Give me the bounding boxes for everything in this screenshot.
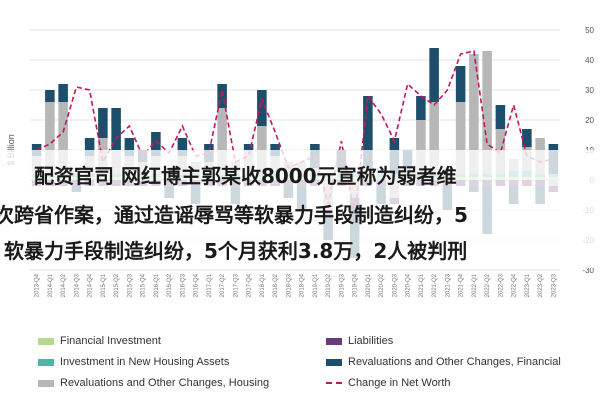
bar-segment (58, 84, 68, 102)
x-tick-label: 2020-Q4 (406, 273, 412, 297)
y-tick-label: -30 (582, 266, 594, 275)
legend-item-liabilities: Liabilities (326, 333, 393, 349)
x-tick-label: 2018-Q4 (300, 273, 306, 297)
x-tick-label: 2019-Q2 (326, 273, 332, 297)
bar-segment (363, 96, 373, 168)
overlay-headline-line-3: 软暴力手段制造纠纷，5个月获利3.8万，2人被判刑 (4, 239, 468, 263)
legend-label: Liabilities (348, 335, 394, 347)
x-tick-label: 2022-Q2 (485, 273, 491, 297)
x-tick-label: 2017-Q1 (207, 273, 213, 297)
x-tick-label: 2018-Q3 (286, 273, 292, 297)
chart-legend: Financial Investment Liabilities Investm… (38, 333, 598, 399)
legend-swatch (326, 358, 342, 366)
legend-label: Revaluations and Other Changes, Financia… (348, 356, 561, 368)
x-tick-label: 2015-Q3 (127, 273, 133, 297)
legend-swatch (326, 337, 342, 345)
legend-label: Revaluations and Other Changes, Housing (60, 377, 270, 389)
bar-segment (151, 132, 161, 156)
x-tick-label: 2019-Q1 (313, 273, 319, 297)
x-tick-label: 2016-Q3 (180, 273, 186, 297)
x-tick-label: 2018-Q2 (273, 273, 279, 297)
legend-dash (326, 382, 342, 384)
legend-item-financial-investment: Financial Investment (38, 333, 161, 349)
x-tick-label: 2016-Q4 (194, 273, 200, 297)
overlay-banner: 配资官司 网红博主郭某收8000元宣称为弱者维 次跨省作案，通过造谣辱骂等软暴力… (0, 150, 600, 268)
bar-segment (482, 51, 492, 174)
bar-segment (98, 108, 108, 138)
x-tick-label: 2015-Q2 (114, 273, 120, 297)
x-tick-label: 2023-Q3 (551, 273, 557, 297)
bar-segment (45, 90, 55, 102)
x-tick-label: 2022-Q4 (512, 273, 518, 297)
bar-segment (84, 138, 95, 156)
x-tick-label: 2015-Q4 (141, 273, 147, 297)
bar-segment (217, 84, 227, 108)
legend-item-reval-housing: Revaluations and Other Changes, Housing (38, 375, 269, 391)
legend-item-net-worth: Change in Net Worth (326, 375, 451, 391)
legend-item-reval-financial: Revaluations and Other Changes, Financia… (326, 354, 561, 370)
bar-segment (522, 129, 532, 147)
x-tick-label: 2022-Q3 (498, 273, 504, 297)
x-tick-label: 2016-Q2 (167, 273, 173, 297)
x-tick-label: 2021-Q3 (445, 273, 451, 297)
x-tick-label: 2014-Q1 (48, 273, 54, 297)
bar-segment (111, 108, 121, 150)
bar-segment (124, 138, 135, 156)
legend-swatch (38, 337, 54, 345)
bar-segment (45, 102, 55, 174)
bar-segment (429, 102, 439, 174)
bar-segment (495, 105, 506, 129)
x-axis-ticks: 2013-Q4 2014-Q1 2014-Q2 2014-Q3 2014-Q4 2015-… (35, 273, 558, 297)
x-tick-label: 2023-Q2 (538, 273, 544, 297)
x-tick-label: 2023-Q1 (525, 273, 531, 297)
bar-segment (455, 102, 466, 174)
x-tick-label: 2013-Q4 (35, 273, 41, 297)
bar-segment (416, 96, 426, 120)
x-tick-label: 2022-Q1 (472, 273, 478, 297)
legend-label: Investment in New Housing Assets (60, 356, 230, 368)
x-tick-label: 2016-Q1 (154, 273, 160, 297)
legend-label: Financial Investment (60, 335, 161, 347)
x-tick-label: 2021-Q1 (419, 273, 425, 297)
bar-segment (217, 108, 227, 174)
overlay-headline-line-1: 配资官司 网红博主郭某收8000元宣称为弱者维 (34, 164, 457, 188)
bar-segment (416, 120, 426, 174)
x-tick-label: 2017-Q2 (220, 273, 226, 297)
x-tick-label: 2021-Q4 (459, 273, 465, 297)
legend-item-new-housing: Investment in New Housing Assets (38, 354, 229, 370)
x-tick-label: 2017-Q4 (247, 273, 253, 297)
x-tick-label: 2019-Q4 (353, 273, 359, 297)
x-tick-label: 2018-Q1 (260, 273, 266, 297)
x-tick-label: 2014-Q3 (74, 273, 80, 297)
y-tick-label: 20 (585, 116, 594, 125)
y-tick-label: 50 (585, 26, 594, 35)
bar-segment (58, 102, 68, 174)
y-tick-label: 30 (585, 86, 594, 95)
bar-segment (177, 138, 188, 156)
legend-swatch (38, 379, 54, 387)
x-tick-label: 2014-Q2 (61, 273, 67, 297)
x-tick-label: 2020-Q2 (379, 273, 385, 297)
x-tick-label: 2020-Q3 (392, 273, 398, 297)
x-tick-label: 2017-Q3 (233, 273, 239, 297)
x-tick-label: 2020-Q1 (366, 273, 372, 297)
bar-segment (429, 48, 439, 102)
x-tick-label: 2015-Q1 (101, 273, 107, 297)
x-tick-label: 2019-Q3 (339, 273, 345, 297)
bar-segment (455, 66, 466, 102)
legend-label: Change in Net Worth (348, 377, 451, 389)
legend-swatch (38, 358, 54, 366)
y-tick-label: 40 (585, 56, 594, 65)
bar-segment (469, 54, 479, 174)
x-tick-label: 2021-Q2 (432, 273, 438, 297)
x-tick-label: 2014-Q4 (88, 273, 94, 297)
overlay-headline-line-2: 次跨省作案，通过造谣辱骂等软暴力手段制造纠纷，5 (0, 203, 468, 227)
bar-segment (257, 90, 267, 126)
bar-segment (243, 144, 254, 150)
